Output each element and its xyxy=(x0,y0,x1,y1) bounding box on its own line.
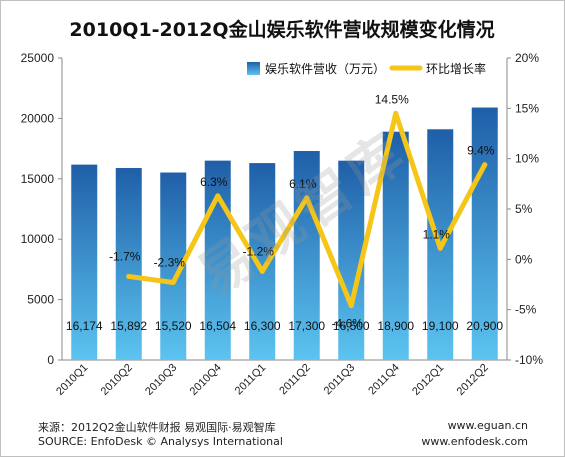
x-tick-label: 2010Q3 xyxy=(143,362,179,398)
x-tick-label: 2011Q1 xyxy=(233,362,269,398)
y-right-tick-label: 20% xyxy=(515,51,539,65)
source-text: 来源：2012Q2金山软件财报 易观国际·易观智库 xyxy=(38,421,276,434)
x-tick-label: 2012Q1 xyxy=(410,362,446,398)
growth-point xyxy=(215,193,221,199)
growth-value-label: -2.3% xyxy=(154,255,186,269)
source-line-2: SOURCE: EnfoDesk © Analysys Internationa… xyxy=(38,435,528,448)
source-line-1: 来源：2012Q2金山软件财报 易观国际·易观智库 www.eguan.cn xyxy=(38,419,528,435)
source-url-2: www.enfodesk.com xyxy=(421,435,528,448)
x-tick-label: 2010Q4 xyxy=(188,362,224,398)
bar xyxy=(471,107,498,360)
legend-label-line: 环比增长率 xyxy=(426,61,486,76)
chart-title: 2010Q1-2012Q金山娱乐软件营收规模变化情况 xyxy=(69,18,494,41)
bar-value-label: 18,900 xyxy=(377,319,414,333)
y-left-tick-label: 0 xyxy=(47,353,54,367)
growth-point xyxy=(170,279,176,285)
bar-value-label: 15,892 xyxy=(110,319,147,333)
growth-point xyxy=(259,268,265,274)
y-left-tick-label: 10000 xyxy=(21,232,55,246)
y-left-tick-label: 20000 xyxy=(21,111,55,125)
bar-value-label: 16,174 xyxy=(66,319,103,333)
bar-value-label: 20,900 xyxy=(466,319,503,333)
legend-swatch-bar xyxy=(247,62,260,75)
bar-value-label: 19,100 xyxy=(422,319,459,333)
bar-value-label: 16,500 xyxy=(333,319,370,333)
bar-value-label: 16,300 xyxy=(244,319,281,333)
y-left-tick-label: 15000 xyxy=(21,172,55,186)
x-tick-label: 2011Q3 xyxy=(322,362,358,398)
growth-line xyxy=(126,110,488,309)
growth-value-label: -1.2% xyxy=(243,244,275,258)
y-right-tick-label: 0% xyxy=(515,252,533,266)
growth-point xyxy=(482,162,488,168)
x-tick-label: 2010Q1 xyxy=(54,362,90,398)
growth-value-label: 6.3% xyxy=(200,175,228,189)
bar xyxy=(382,131,409,360)
x-tick-label: 2010Q2 xyxy=(99,362,135,398)
growth-value-label: 9.4% xyxy=(467,144,495,158)
y-left-tick-label: 5000 xyxy=(27,293,54,307)
growth-value-label: -1.7% xyxy=(109,249,141,263)
y-right-tick-label: 15% xyxy=(515,101,539,115)
source-url-1: www.eguan.cn xyxy=(447,419,528,432)
growth-value-label: -4.6% xyxy=(332,317,364,331)
bar xyxy=(115,168,142,360)
growth-value-label: 14.5% xyxy=(375,92,409,106)
bar-value-label: 17,300 xyxy=(288,319,325,333)
data-labels: 16,174 15,892 15,520 16,504 16,300 17,300 16,5… xyxy=(66,92,504,333)
y-right-tick-label: 5% xyxy=(515,202,533,216)
bar-value-label: 16,504 xyxy=(199,319,236,333)
growth-value-label: 6.1% xyxy=(289,177,317,191)
x-tick-label: 2011Q2 xyxy=(277,362,313,398)
bars xyxy=(71,107,498,360)
source-text-en: SOURCE: EnfoDesk © Analysys Internationa… xyxy=(38,435,283,448)
legend-label-bar: 娱乐软件营收（万元） xyxy=(265,62,385,76)
y-left-tick-label: 25000 xyxy=(21,51,55,65)
bar xyxy=(293,151,320,360)
growth-value-label: 1.1% xyxy=(423,227,451,241)
x-tick-label: 2012Q2 xyxy=(455,362,491,398)
growth-point xyxy=(126,273,132,279)
growth-point xyxy=(348,303,354,309)
legend: 娱乐软件营收（万元） 环比增长率 xyxy=(247,61,486,76)
bar xyxy=(71,164,98,360)
y-right-tick-label: 10% xyxy=(515,152,539,166)
x-tick-label: 2011Q4 xyxy=(366,362,402,398)
growth-point xyxy=(437,245,443,251)
growth-point xyxy=(393,110,399,116)
y-right-tick-label: -5% xyxy=(515,303,537,317)
growth-point xyxy=(304,195,310,201)
bar-value-label: 15,520 xyxy=(155,319,192,333)
y-right-tick-label: -10% xyxy=(515,353,543,367)
